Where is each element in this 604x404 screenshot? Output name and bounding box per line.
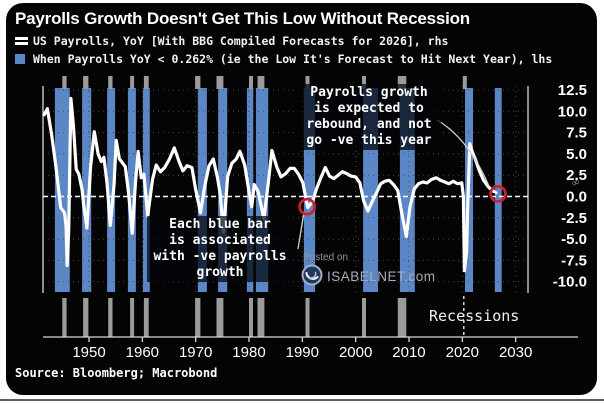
recession-bar [143, 298, 149, 337]
recession-top-stub [83, 76, 89, 89]
x-tick-label: 1990 [286, 344, 319, 361]
y-tick-label: 5.0 [566, 146, 587, 163]
double-dash-line-icon [15, 37, 28, 45]
annotation-line: Each blue bar [169, 217, 271, 232]
low-payrolls-bar [197, 88, 207, 292]
recession-bar [257, 298, 265, 337]
low-payrolls-bar [82, 88, 92, 292]
page-bottom-rule [0, 399, 604, 401]
recession-bar [130, 298, 135, 337]
recession-top-stub [143, 76, 149, 89]
x-tick-label: 1950 [72, 344, 105, 361]
recession-top-stub [305, 76, 310, 89]
recession-top-stub [397, 76, 407, 89]
recession-top-stub [362, 76, 366, 89]
y-tick-label: -10.0 [553, 274, 587, 291]
rebound-note-leader [436, 119, 490, 187]
annotation-line: go -ve this year [306, 133, 432, 148]
highlight-circle [298, 197, 316, 216]
annotation-line: is expected to [314, 101, 424, 116]
y-tick-label: 2.5 [566, 167, 587, 184]
recession-top-stub [249, 76, 253, 89]
watermark-site: ISABELNET.com [327, 269, 436, 284]
recession-bar [195, 298, 201, 337]
legend-item-payrolls-line: US Payrolls, YoY [With BBG Compiled Fore… [15, 34, 448, 48]
recession-bar [362, 298, 366, 337]
recession-top-stub [62, 76, 67, 89]
low-payrolls-bar [494, 88, 502, 292]
x-tick-label: 2000 [339, 344, 372, 361]
y-tick-label: -7.5 [561, 252, 587, 269]
annotation-rebound-note: Payrolls growth is expected to rebound, … [297, 84, 441, 150]
legend-label: US Payrolls, YoY [With BBG Compiled Fore… [33, 34, 449, 48]
y-tick-label: -2.5 [561, 210, 587, 227]
recession-bar [305, 298, 310, 337]
recession-bar [108, 298, 113, 337]
annotation-line: is associated [169, 233, 271, 248]
x-tick-label: 2020 [446, 344, 479, 361]
recession-top-stub [462, 76, 467, 89]
page-title: Payrolls Growth Doesn't Get This Low Wit… [15, 9, 470, 28]
payrolls-forecast-line [493, 190, 501, 196]
legend-label: When Payrolls YoY < 0.262% (ie the Low I… [33, 52, 553, 66]
recession-bar [83, 298, 89, 337]
y-tick-label: 0.0 [566, 189, 587, 206]
x-tick-label: 1980 [232, 344, 265, 361]
recession-top-stub [195, 76, 201, 89]
recession-bar [216, 298, 224, 337]
blue-square-icon [15, 54, 25, 64]
y-tick-label: -5.0 [561, 231, 587, 248]
recession-top-stub [257, 76, 265, 89]
annotation-blue-bar-note: Each blue bar is associated with -ve pay… [147, 216, 293, 282]
source-note: Source: Bloomberg; Macrobond [15, 366, 218, 380]
low-payrolls-bar [127, 88, 136, 292]
legend-item-low-payrolls-bars: When Payrolls YoY < 0.262% (ie the Low I… [15, 52, 552, 66]
watermark-posted-on: Posted on [303, 252, 349, 263]
blue-bar-note-leader [297, 211, 305, 250]
payrolls-line [42, 96, 496, 273]
annotation-line: Payrolls growth [310, 85, 428, 100]
highlight-circle [489, 185, 507, 203]
annotation-line: with -ve payrolls [153, 249, 287, 264]
recession-bar [62, 298, 67, 337]
x-tick-label: 2010 [392, 344, 425, 361]
x-tick-label: 1970 [179, 344, 212, 361]
recession-top-stub [108, 76, 113, 89]
recession-top-stub [130, 76, 135, 89]
recession-top-stub [216, 76, 224, 89]
recession-bar [249, 298, 253, 337]
x-tick-label: 1960 [126, 344, 159, 361]
x-tick-label: 2030 [499, 344, 532, 361]
annotation-line: rebound, and not [306, 117, 432, 132]
low-payrolls-bar [303, 88, 316, 292]
low-payrolls-bar [107, 88, 116, 292]
recession-bar [397, 298, 407, 337]
isabelnet-logo-icon [301, 264, 323, 286]
low-payrolls-bar [218, 88, 228, 292]
recessions-label: Recessions [429, 307, 520, 325]
y-tick-label: 10.0 [558, 103, 587, 120]
y-tick-label: 7.5 [566, 125, 587, 142]
annotation-line: growth [196, 265, 244, 280]
y-tick-label: 12.5 [558, 82, 587, 99]
